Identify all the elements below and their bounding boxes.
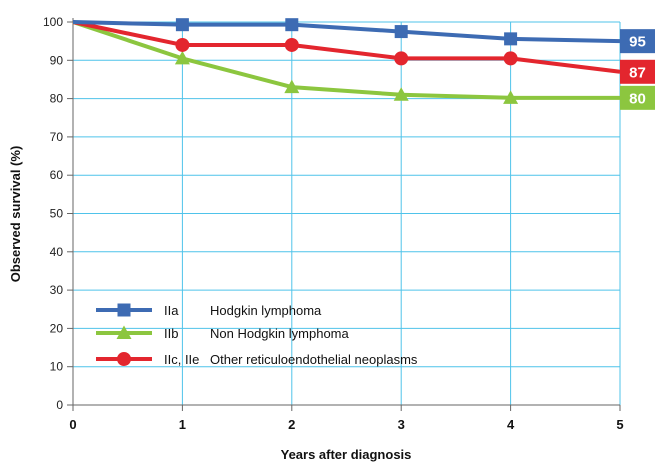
data-point [284,79,300,94]
data-point [175,37,190,52]
legend-item: IIa Hodgkin lymphoma [96,303,322,318]
x-tick-label: 0 [69,417,76,432]
x-tick-label: 4 [507,417,515,432]
x-tick-label: 3 [398,417,405,432]
end-label-box [620,85,655,110]
legend-code: IIc, IIe [164,352,199,367]
axes [67,18,621,411]
data-point [174,50,190,65]
gridlines [73,21,621,405]
legend-name: Non Hodgkin lymphoma [210,326,350,341]
legend-code: IIa [164,303,179,318]
data-point [285,18,299,32]
data-point [175,18,189,32]
y-tick-label: 20 [50,321,64,335]
y-tick-labels: 0 10 20 30 40 50 60 70 80 90 100 [43,15,63,412]
y-tick-label: 90 [50,53,64,67]
end-label-text: 95 [629,34,646,51]
series-iib [72,20,620,104]
end-label-box [620,59,655,84]
legend-item: IIb Non Hodgkin lymphoma [96,325,350,341]
y-axis-label: Observed survival (%) [8,146,23,283]
series-line [72,20,621,74]
y-tick-label: 40 [50,245,64,259]
legend-name: Hodgkin lymphoma [210,303,322,318]
y-tick-label: 100 [43,15,63,29]
legend-marker [117,303,131,317]
data-point [393,87,409,101]
legend-name: Other reticuloendothelial neoplasms [210,352,418,367]
data-point [503,51,518,66]
data-point [394,51,409,66]
legend-item: IIc, IIe Other reticuloendothelial neopla… [96,352,418,367]
y-tick-label: 60 [50,168,64,182]
x-tick-label: 5 [616,417,623,432]
end-label: 87 [620,59,655,84]
y-tick-label: 10 [50,360,64,374]
y-tick-label: 30 [50,283,64,297]
end-label-box [620,29,655,54]
series-iic-iie [72,20,621,74]
legend: IIa Hodgkin lymphoma IIb Non Hodgkin lympho… [96,303,418,367]
series-layer [72,18,621,104]
end-label-text: 80 [629,90,646,107]
legend-marker [117,352,131,366]
y-tick-label: 80 [50,92,64,106]
series-line [72,20,621,44]
data-point [504,32,518,46]
end-label: 95 [620,29,655,54]
x-tick-label: 1 [179,417,186,432]
y-tick-label: 0 [56,398,63,412]
data-point [284,37,299,52]
end-label-text: 87 [629,64,646,81]
end-label: 80 [620,85,655,110]
series-line [72,20,620,100]
x-tick-labels: 0 1 2 3 4 5 [69,417,623,432]
data-point [394,25,408,39]
legend-marker [116,325,132,339]
series-iia [72,18,621,46]
end-labels: 95 80 87 [620,29,655,110]
x-tick-label: 2 [288,417,295,432]
x-axis-label: Years after diagnosis [281,447,412,462]
legend-code: IIb [164,326,178,341]
data-point [503,90,519,104]
y-tick-label: 50 [50,207,64,221]
y-tick-label: 70 [50,130,64,144]
